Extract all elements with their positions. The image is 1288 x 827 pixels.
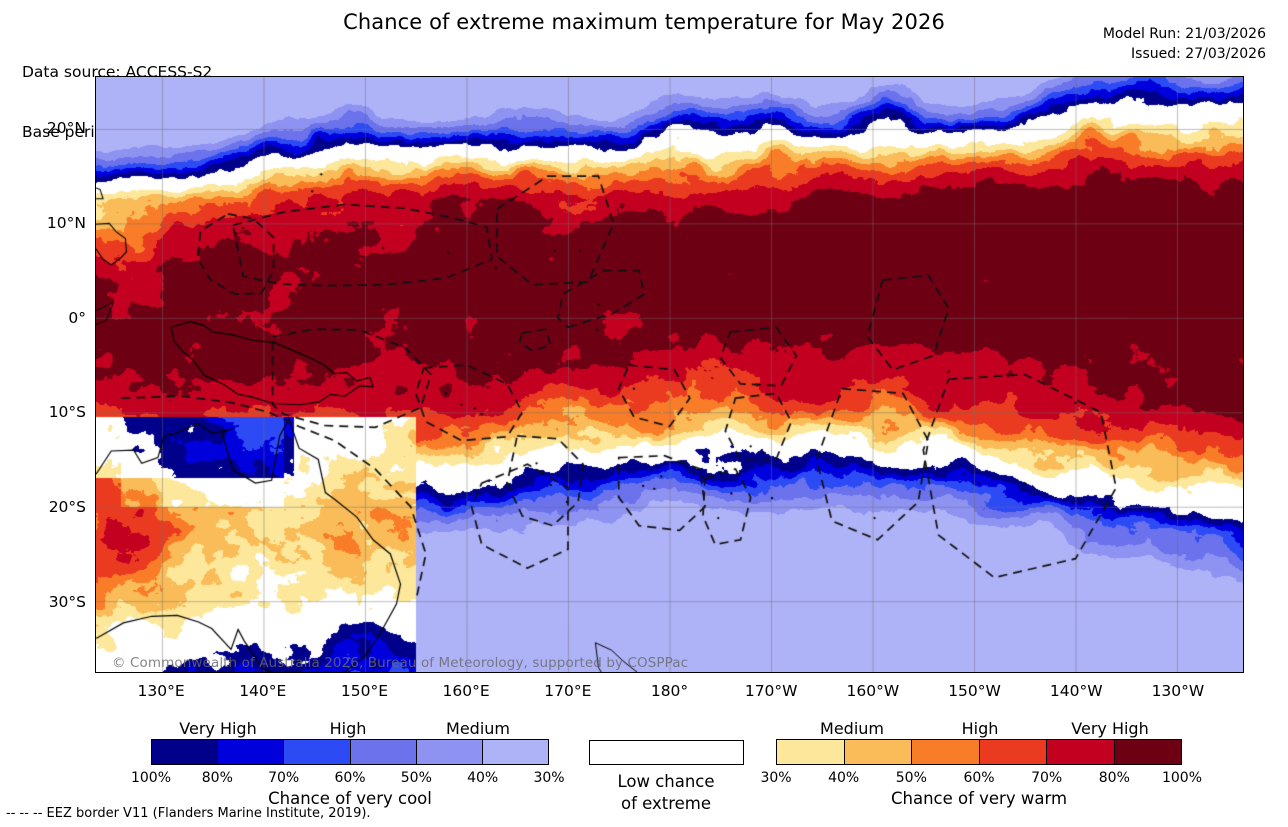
lon-tick-label: 170°E [544, 682, 592, 700]
colorbar-tick-label: 50% [895, 770, 927, 786]
colorbar-tick-label: 60% [334, 770, 366, 786]
lat-tick-label: 20°S [48, 498, 86, 517]
lon-tick-label: 170°W [744, 682, 798, 700]
colorbar-tick-label: 100% [1161, 770, 1203, 786]
lon-tick-label: 140°E [239, 682, 287, 700]
colorbar-segment[interactable] [1047, 740, 1115, 764]
colorbar-tick-label: 30% [533, 770, 565, 786]
colorbar-segment[interactable] [1114, 740, 1181, 764]
lat-tick-label: 0° [68, 308, 86, 327]
colorbar-very-cool[interactable] [151, 739, 549, 765]
colorbar-category-label: Very High [1071, 719, 1149, 738]
colorbar-segment[interactable] [979, 740, 1047, 764]
lat-tick-label: 30°S [48, 592, 86, 611]
colorbar-segment[interactable] [844, 740, 912, 764]
colorbar-segment[interactable] [777, 740, 845, 764]
colorbar-segment[interactable] [284, 740, 351, 764]
lon-tick-label: 130°W [1151, 682, 1205, 700]
eez-border-note: -- -- -- EEZ border V11 (Flanders Marine… [6, 806, 371, 821]
lon-tick-label: 150°W [948, 682, 1001, 700]
colorbar-very-warm-title: Chance of very warm [890, 789, 1068, 808]
colorbar-tick-label: 100% [130, 770, 172, 786]
lon-tick-label: 150°E [340, 682, 389, 700]
colorbar-category-label: Very High [179, 719, 257, 738]
colorbar-tick-label: 60% [963, 770, 995, 786]
page-title: Chance of extreme maximum temperature fo… [343, 10, 945, 34]
colorbar-tick-label: 80% [1098, 770, 1130, 786]
low-chance-line2: of extreme [620, 794, 712, 813]
colorbar-tick-label: 40% [828, 770, 860, 786]
lon-tick-label: 160°E [442, 682, 490, 700]
lon-tick-label: 130°E [137, 682, 185, 700]
colorbar-very-cool-title: Chance of very cool [268, 789, 432, 808]
colorbar-tick-label: 80% [201, 770, 233, 786]
colorbar-category-label: Medium [820, 719, 884, 738]
colorbar-tick-label: 40% [467, 770, 499, 786]
colorbar-segment[interactable] [416, 740, 483, 764]
lon-tick-label: 160°W [846, 682, 900, 700]
low-chance-line1: Low chance [617, 772, 715, 791]
lat-tick-label: 20°N [46, 119, 86, 138]
colorbar-very-warm[interactable] [776, 739, 1182, 765]
probability-heatmap-canvas [96, 77, 1243, 672]
colorbar-segment[interactable] [152, 740, 219, 764]
model-run-label: Model Run: 21/03/2026 [1102, 26, 1266, 42]
colorbar-category-label: High [329, 719, 367, 738]
lon-tick-label: 180° [650, 682, 689, 700]
lat-tick-label: 10°S [48, 403, 86, 422]
colorbar-tick-label: 30% [760, 770, 792, 786]
colorbar-tick-label: 70% [268, 770, 300, 786]
colorbar-segment[interactable] [350, 740, 417, 764]
map-copyright: © Commonwealth of Australia 2026, Bureau… [112, 655, 689, 671]
colorbar-segment[interactable] [912, 740, 980, 764]
colorbar-tick-label: 50% [400, 770, 432, 786]
header-right-block: Model Run: 21/03/2026 Issued: 27/03/2026 [1103, 24, 1266, 64]
issued-label: Issued: 27/03/2026 [1131, 46, 1266, 62]
low-chance-label: Low chance of extreme [617, 771, 714, 815]
lon-tick-label: 140°W [1049, 682, 1103, 700]
colorbar-category-label: High [961, 719, 999, 738]
colorbar-segment[interactable] [482, 740, 549, 764]
colorbar-category-label: Medium [446, 719, 510, 738]
colorbar-segment[interactable] [218, 740, 285, 764]
map-plot-area [95, 76, 1244, 673]
low-chance-swatch [589, 740, 744, 765]
colorbar-tick-label: 70% [1031, 770, 1063, 786]
lat-tick-label: 10°N [46, 213, 86, 232]
